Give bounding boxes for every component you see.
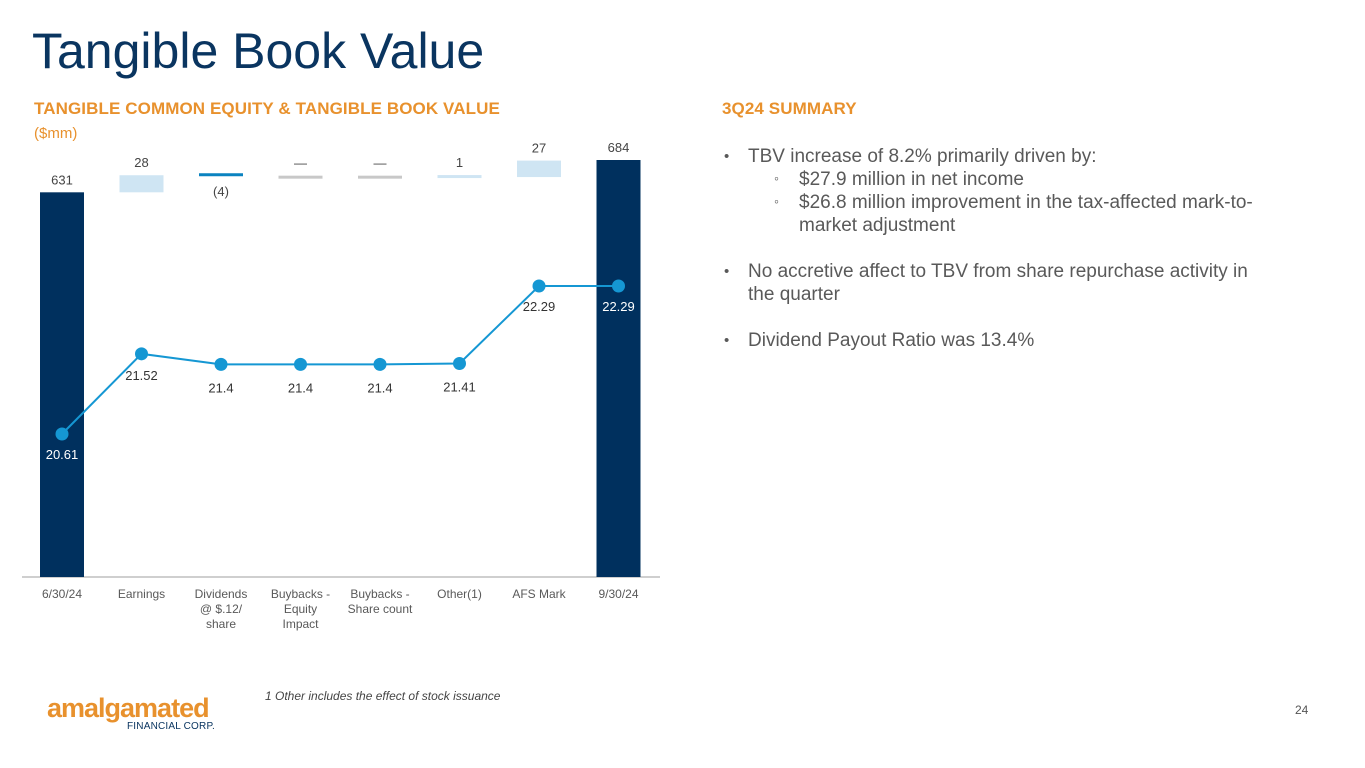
bar-value-label: 28 xyxy=(134,155,148,170)
category-label: Dividends xyxy=(195,587,248,601)
bar-value-label: — xyxy=(374,156,387,171)
sub-bullet-text: $26.8 million improvement in the tax-aff… xyxy=(799,192,1253,213)
bar-value-label: 631 xyxy=(51,172,73,187)
tbv-value-label: 21.41 xyxy=(443,380,476,395)
tbv-point xyxy=(373,357,387,371)
tbv-point xyxy=(612,279,625,293)
bullet-icon: • xyxy=(724,263,730,280)
category-label: Impact xyxy=(282,617,319,631)
summary-list: • TBV increase of 8.2% primarily driven b… xyxy=(722,145,1312,352)
logo-wordmark: amalgamated xyxy=(47,693,210,723)
waterfall-bar xyxy=(596,160,641,577)
tbv-value-label: 22.29 xyxy=(523,299,556,314)
category-label: @ $.12/ xyxy=(200,602,243,616)
bar-value-label: 1 xyxy=(456,155,463,170)
category-label: Share count xyxy=(348,602,413,616)
tbv-point xyxy=(55,427,69,441)
chart-heading: TANGIBLE COMMON EQUITY & TANGIBLE BOOK V… xyxy=(34,99,500,118)
bullet-text: the quarter xyxy=(748,284,840,305)
bar-value-label: — xyxy=(294,156,307,171)
page-number: 24 xyxy=(1295,703,1309,717)
summary-bullet: • TBV increase of 8.2% primarily driven b… xyxy=(722,145,1312,168)
category-label: 6/30/24 xyxy=(42,587,82,601)
tbv-point xyxy=(135,347,148,361)
category-label: share xyxy=(206,617,236,631)
tbv-value-label: 21.4 xyxy=(288,380,313,395)
tbv-value-label: 22.29 xyxy=(602,299,635,314)
bullet-text: TBV increase of 8.2% primarily driven by… xyxy=(748,146,1097,167)
sub-bullet-text: $27.9 million in net income xyxy=(799,169,1024,190)
waterfall-bar xyxy=(517,160,561,178)
category-label: Buybacks - xyxy=(350,587,409,601)
tbv-point xyxy=(453,357,466,371)
waterfall-bar xyxy=(278,175,323,179)
bar-value-label: 684 xyxy=(608,140,630,155)
bullet-icon: • xyxy=(724,148,730,165)
summary-bullet: • Dividend Payout Ratio was 13.4% xyxy=(722,329,1312,352)
summary-sub-bullet: ◦ $26.8 million improvement in the tax-af… xyxy=(722,191,1312,214)
category-label: Buybacks - xyxy=(271,587,330,601)
tbv-value-label: 21.4 xyxy=(367,380,392,395)
summary-heading: 3Q24 SUMMARY xyxy=(722,99,857,118)
sub-bullet-text: market adjustment xyxy=(799,215,956,236)
tbv-value-label: 21.52 xyxy=(125,368,158,383)
waterfall-bar xyxy=(358,175,402,179)
summary-sub-bullet-continued: market adjustment xyxy=(722,214,1312,237)
category-label: 9/30/24 xyxy=(598,587,638,601)
category-label: Equity xyxy=(284,602,317,616)
summary-sub-bullet: ◦ $27.9 million in net income xyxy=(722,168,1312,191)
page-title: Tangible Book Value xyxy=(32,23,485,79)
tbv-value-label: 20.61 xyxy=(46,447,79,462)
unit-label: ($mm) xyxy=(34,125,78,142)
category-label: AFS Mark xyxy=(512,587,566,601)
summary-bullet-continued: the quarter xyxy=(722,283,1312,306)
bullet-icon: • xyxy=(724,332,730,349)
tbv-point xyxy=(214,357,228,371)
tbv-value-label: 21.4 xyxy=(208,380,233,395)
bullet-text: Dividend Payout Ratio was 13.4% xyxy=(748,330,1035,351)
tbv-point xyxy=(532,279,546,293)
category-label: Earnings xyxy=(118,587,165,601)
summary-bullet: • No accretive affect to TBV from share r… xyxy=(722,260,1312,283)
company-logo: amalgamated FINANCIAL CORP. xyxy=(47,693,215,732)
waterfall-bar xyxy=(119,175,164,193)
category-label: Other(1) xyxy=(437,587,482,601)
bar-value-label: 27 xyxy=(532,141,546,156)
waterfall-chart: 631 6/30/24 28 Earnings (4) Dividends@ $.12/s… xyxy=(22,140,660,631)
ring-bullet-icon: ◦ xyxy=(774,193,779,209)
waterfall-bar xyxy=(199,173,243,177)
footnote: 1 Other includes the effect of stock iss… xyxy=(265,689,501,703)
ring-bullet-icon: ◦ xyxy=(774,170,779,186)
tbv-point xyxy=(294,357,307,371)
waterfall-bar xyxy=(437,175,482,179)
logo-subtitle: FINANCIAL CORP. xyxy=(127,721,216,732)
waterfall-bar xyxy=(40,192,84,577)
bullet-text: No accretive affect to TBV from share re… xyxy=(748,261,1248,282)
bar-value-label: (4) xyxy=(213,184,229,199)
tbv-line xyxy=(61,285,619,435)
